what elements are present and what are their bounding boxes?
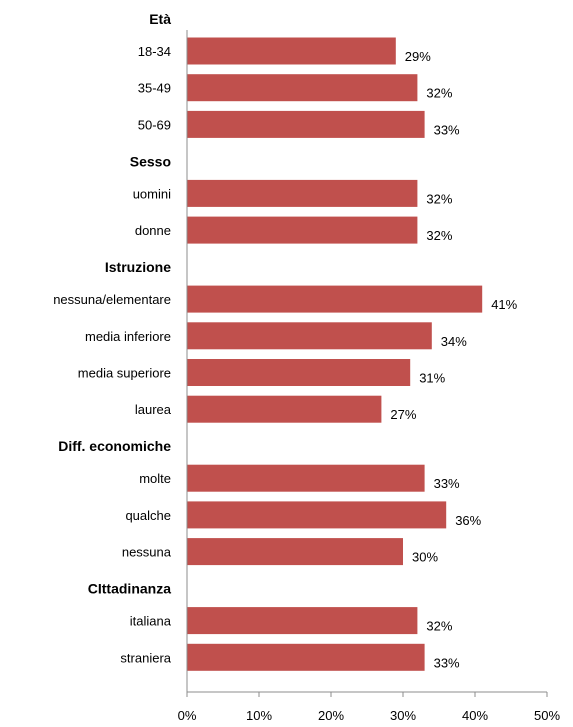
group-title: Diff. economiche: [58, 438, 171, 454]
value-label: 32%: [426, 191, 452, 206]
category-label: laurea: [135, 402, 172, 417]
category-label: straniera: [120, 650, 171, 665]
x-tick-label: 50%: [534, 708, 560, 723]
bar: [187, 395, 382, 423]
value-label: 34%: [441, 334, 467, 349]
bar: [187, 607, 418, 635]
bar: [187, 538, 403, 566]
category-label: media inferiore: [85, 329, 171, 344]
bar: [187, 37, 396, 65]
bar: [187, 179, 418, 207]
x-tick-label: 40%: [462, 708, 488, 723]
group-title: Istruzione: [105, 259, 171, 275]
bar: [187, 74, 418, 102]
bar: [187, 643, 425, 671]
value-label: 32%: [426, 228, 452, 243]
category-label: 50-69: [138, 117, 171, 132]
category-label: qualche: [125, 508, 171, 523]
category-label: 18-34: [138, 44, 171, 59]
category-label: uomini: [133, 186, 171, 201]
category-label: donne: [135, 223, 171, 238]
x-tick-label: 30%: [390, 708, 416, 723]
bar: [187, 501, 447, 529]
value-label: 41%: [491, 297, 517, 312]
value-label: 33%: [434, 655, 460, 670]
category-label: media superiore: [78, 366, 171, 381]
bar: [187, 359, 411, 386]
value-label: 30%: [412, 550, 438, 565]
value-label: 32%: [426, 619, 452, 634]
value-label: 33%: [434, 476, 460, 491]
group-title: CIttadinanza: [88, 581, 171, 597]
value-label: 29%: [405, 49, 431, 64]
x-tick-label: 10%: [246, 708, 272, 723]
bar: [187, 285, 483, 313]
x-tick-label: 20%: [318, 708, 344, 723]
bar: [187, 110, 425, 138]
value-label: 32%: [426, 86, 452, 101]
category-label: molte: [139, 471, 171, 486]
bar: [187, 216, 418, 244]
group-title: Sesso: [130, 153, 171, 169]
category-label: 35-49: [138, 81, 171, 96]
bar: [187, 464, 425, 492]
value-label: 27%: [390, 407, 416, 422]
bar: [187, 322, 432, 350]
group-title: Età: [149, 11, 171, 27]
value-label: 31%: [419, 371, 445, 386]
x-tick-label: 0%: [178, 708, 197, 723]
category-label: italiana: [130, 614, 172, 629]
category-label: nessuna/elementare: [53, 292, 171, 307]
value-label: 33%: [434, 122, 460, 137]
category-label: nessuna: [122, 545, 172, 560]
value-label: 36%: [455, 513, 481, 528]
